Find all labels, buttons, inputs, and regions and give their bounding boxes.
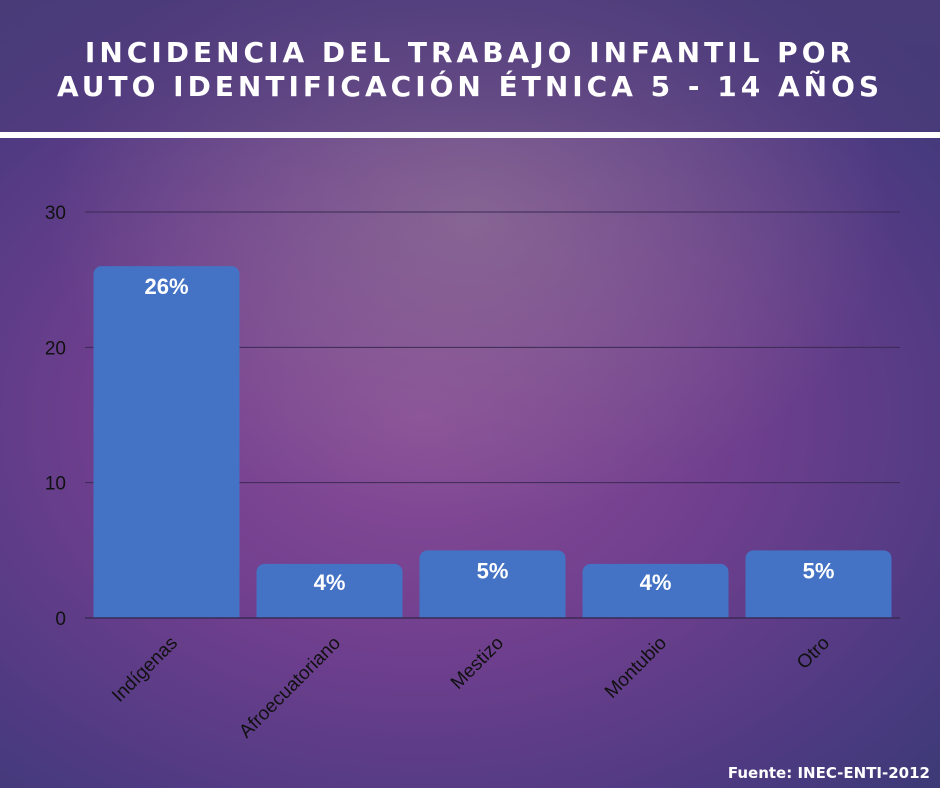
bar-base — [93, 610, 240, 618]
bar-base — [745, 610, 892, 618]
bar-base — [582, 610, 729, 618]
chart-title-line-1: INCIDENCIA DEL TRABAJO INFANTIL POR — [84, 36, 856, 69]
data-label: 4% — [314, 570, 346, 595]
data-label: 5% — [803, 558, 835, 583]
chart-title: INCIDENCIA DEL TRABAJO INFANTIL POR AUTO… — [0, 36, 940, 104]
title-divider — [0, 132, 940, 138]
data-label: 26% — [144, 274, 188, 299]
bar-base — [256, 610, 403, 618]
data-label: 4% — [640, 570, 672, 595]
x-tick-label: Otro — [793, 633, 834, 674]
chart-title-line-2: AUTO IDENTIFICACIÓN ÉTNICA 5 - 14 AÑOS — [56, 70, 884, 103]
x-tick-label: Afroecuatoriano — [235, 633, 345, 743]
x-tick-label: Mestizo — [447, 633, 508, 694]
x-tick-label: Montubio — [601, 633, 671, 703]
y-tick-label: 20 — [45, 338, 66, 359]
y-tick-label: 10 — [45, 474, 66, 495]
bar — [745, 550, 892, 618]
source-note: Fuente: INEC-ENTI-2012 — [727, 764, 930, 782]
bar — [93, 266, 240, 618]
bar-base — [419, 610, 566, 618]
bar — [256, 563, 403, 618]
y-tick-label: 0 — [55, 609, 66, 630]
x-tick-label: Indígenas — [108, 633, 182, 707]
bar — [582, 563, 729, 618]
bar — [419, 550, 566, 618]
header-band — [0, 0, 940, 132]
y-tick-label: 30 — [45, 203, 66, 224]
data-label: 5% — [477, 558, 509, 583]
